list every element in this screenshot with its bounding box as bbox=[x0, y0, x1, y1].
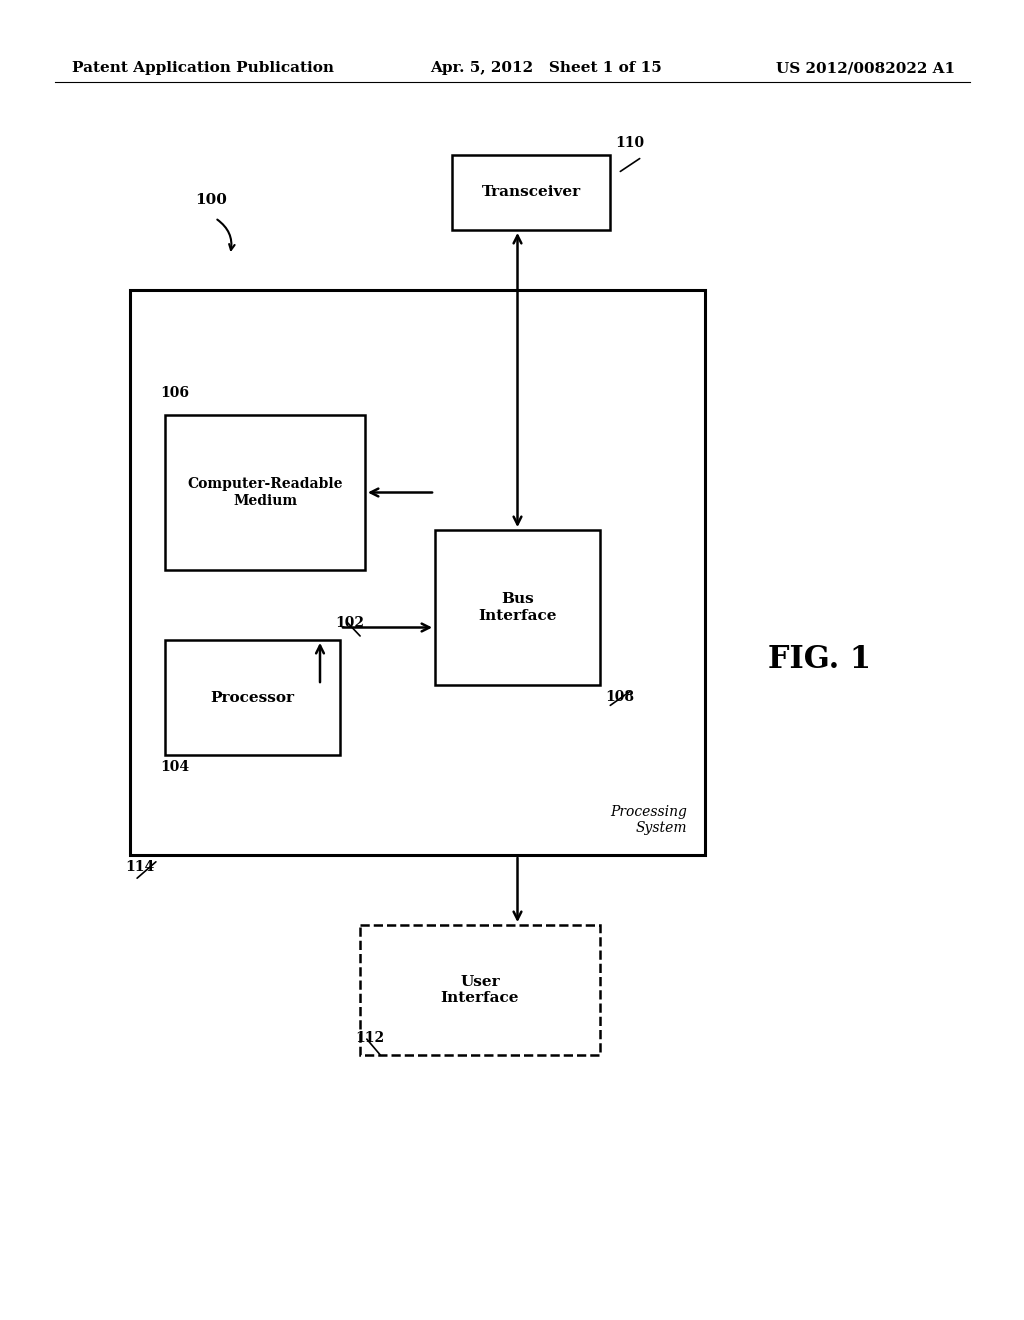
Text: 102: 102 bbox=[335, 616, 364, 630]
Text: User
Interface: User Interface bbox=[440, 975, 519, 1005]
Text: Patent Application Publication: Patent Application Publication bbox=[72, 61, 334, 75]
Text: 104: 104 bbox=[160, 760, 189, 774]
Text: US 2012/0082022 A1: US 2012/0082022 A1 bbox=[776, 61, 955, 75]
Bar bbox=[435, 531, 600, 685]
Text: Processor: Processor bbox=[211, 690, 295, 705]
Text: Bus
Interface: Bus Interface bbox=[478, 593, 557, 623]
Bar bbox=[360, 925, 600, 1055]
Text: 112: 112 bbox=[355, 1031, 384, 1045]
Bar bbox=[452, 154, 610, 230]
Bar bbox=[130, 290, 705, 855]
Bar bbox=[165, 414, 365, 570]
Text: 108: 108 bbox=[605, 690, 634, 704]
Text: Transceiver: Transceiver bbox=[481, 186, 581, 199]
Text: 100: 100 bbox=[195, 193, 227, 207]
Text: Apr. 5, 2012   Sheet 1 of 15: Apr. 5, 2012 Sheet 1 of 15 bbox=[430, 61, 662, 75]
Text: Computer-Readable
Medium: Computer-Readable Medium bbox=[187, 478, 343, 508]
Text: FIG. 1: FIG. 1 bbox=[768, 644, 871, 676]
Bar bbox=[165, 640, 340, 755]
Text: Processing
System: Processing System bbox=[610, 805, 687, 836]
Text: 106: 106 bbox=[160, 385, 189, 400]
Text: 114: 114 bbox=[125, 861, 155, 874]
Text: 110: 110 bbox=[615, 136, 644, 150]
